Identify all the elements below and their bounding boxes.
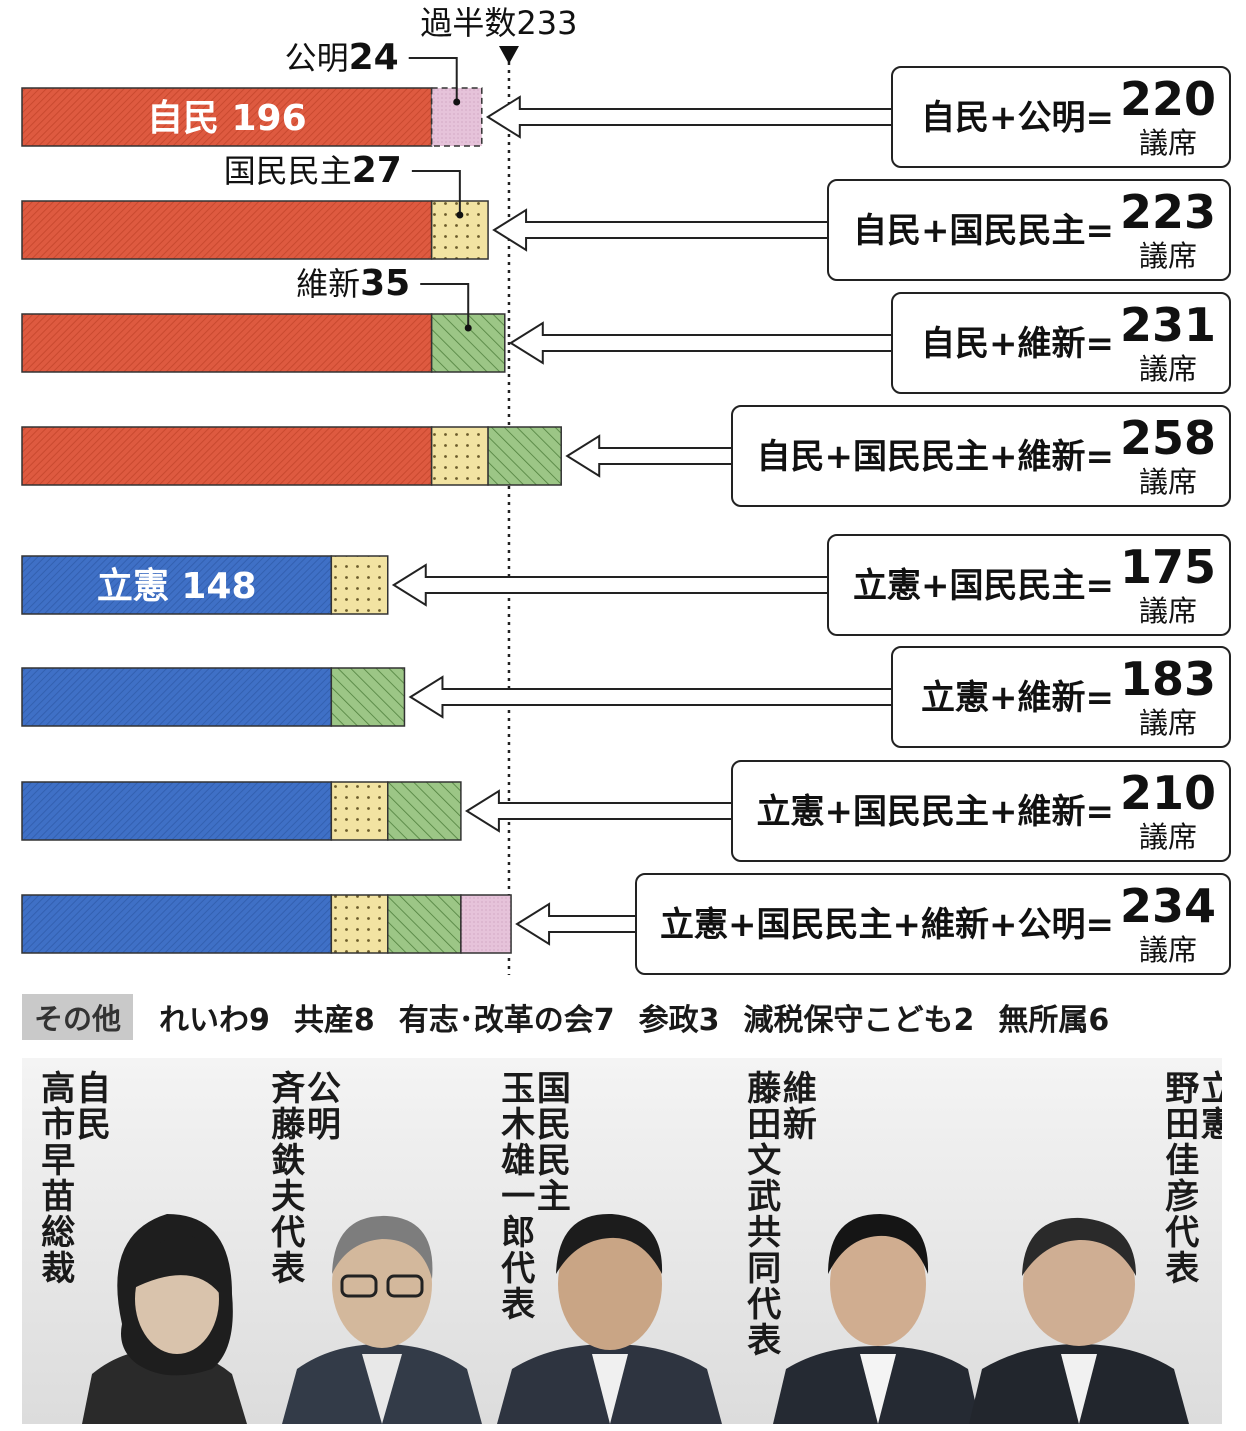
callout-dot [464, 324, 472, 332]
bar-segment [487, 426, 562, 486]
leader-party: 自民 [70, 1070, 111, 1142]
result-total: 183 [1120, 652, 1216, 706]
leader-dpfp: 国民民主 玉木雄一郎代表 [492, 1058, 728, 1424]
result-unit: 議席 [1139, 465, 1197, 499]
result-total: 210 [1120, 766, 1216, 820]
portrait-noda [969, 1217, 1189, 1424]
portrait-takaichi [82, 1214, 247, 1424]
leader-ishin: 維新 藤田文武共同代表 [728, 1058, 980, 1424]
callout-dot [453, 98, 461, 106]
bar-segment [330, 667, 406, 727]
result-unit: 議席 [1139, 706, 1197, 740]
result-formula: 立憲+維新= [921, 678, 1114, 718]
coalition-seat-chart: 過半数233 自民 196 立憲 148 公明24 国民民主27 維新35 自民+公明… [21, 4, 1231, 975]
bar-segment [330, 781, 389, 841]
callout-label: 公明24 [285, 37, 399, 78]
leader-party: 国民民主 [530, 1070, 571, 1214]
callout-label: 国民民主27 [224, 150, 402, 191]
callout-leader [408, 57, 458, 102]
bar-segment [330, 555, 389, 615]
leader-party: 立憲 [1194, 1070, 1222, 1142]
result-arrow [508, 321, 893, 365]
majority-label: 過半数233 [420, 4, 577, 42]
result-unit: 議席 [1139, 126, 1197, 160]
callout-seats: 35 [360, 263, 410, 304]
callout-dot [456, 211, 464, 219]
others-item-yushi: 有志･改革の会7 [398, 1003, 615, 1038]
result-unit: 議席 [1139, 594, 1197, 628]
callout-seats: 27 [352, 150, 402, 191]
others-row: その他 れいわ9 共産8 有志･改革の会7 参政3 減税保守こども2 無所属6 [22, 994, 1242, 1040]
leader-cdp: 立憲 野田佳彦代表 [964, 1058, 1222, 1424]
bar-label: 立憲 148 [97, 566, 257, 607]
result-unit: 議席 [1139, 352, 1197, 386]
leader-party: 公明 [300, 1070, 341, 1142]
result-arrow [492, 208, 829, 252]
result-unit: 議席 [1139, 933, 1197, 967]
others-item-genzei: 減税保守こども2 [743, 1003, 975, 1038]
callout-seats: 24 [349, 37, 399, 78]
result-total: 223 [1120, 185, 1216, 239]
result-total: 234 [1120, 879, 1216, 933]
portrait-tamaki [497, 1213, 722, 1424]
callout-party: 維新 [296, 265, 360, 303]
leader-name-title: 高市早苗総裁 [34, 1070, 75, 1286]
result-formula: 自民+国民民主+維新= [757, 437, 1114, 477]
result-formula: 立憲+国民民主= [853, 566, 1114, 606]
leader-name-title: 斉藤鉄夫代表 [264, 1070, 305, 1286]
result-unit: 議席 [1139, 239, 1197, 273]
bar-segment [387, 781, 462, 841]
callout-leader [411, 170, 461, 215]
bar-segment [430, 426, 489, 486]
others-item-sansei: 参政3 [638, 1003, 720, 1038]
bar-segment [330, 894, 389, 954]
others-item-independent: 無所属6 [998, 1003, 1110, 1038]
portrait-fujita [773, 1214, 980, 1424]
bar-segment [21, 781, 333, 841]
leader-name-title: 藤田文武共同代表 [740, 1070, 781, 1358]
callout-party: 国民民主 [224, 152, 352, 190]
bar-segment [460, 894, 512, 954]
bar-segment [21, 426, 433, 486]
result-unit: 議席 [1139, 820, 1197, 854]
others-label: その他 [22, 994, 134, 1040]
result-arrow [565, 434, 733, 478]
callout-party: 公明 [285, 39, 349, 77]
leader-party: 維新 [776, 1070, 817, 1142]
majority-marker [498, 46, 519, 64]
others-item-kyosan: 共産8 [293, 1003, 375, 1038]
result-arrow [408, 675, 893, 719]
bar-label: 自民 196 [147, 98, 307, 139]
result-formula: 自民+国民民主= [853, 211, 1114, 251]
result-total: 175 [1120, 540, 1216, 594]
bar-segment [21, 555, 333, 615]
result-total: 231 [1120, 298, 1216, 352]
callout-leader [420, 283, 470, 328]
result-arrow [515, 902, 637, 946]
leader-photo-strip: 自民 高市早苗総裁 公明 斉藤鉄夫代表 国民民主 玉木雄一郎代表 [22, 1058, 1222, 1424]
result-formula: 立憲+国民民主+維新+公明= [660, 905, 1114, 945]
result-arrow [465, 789, 733, 833]
others-item-reiwa: れいわ9 [159, 1003, 270, 1038]
result-total: 258 [1120, 411, 1216, 465]
leader-ldp: 自民 高市早苗総裁 [22, 1058, 258, 1424]
bar-segment [21, 894, 333, 954]
bar-segment [21, 667, 333, 727]
leader-name-title: 野田佳彦代表 [1158, 1070, 1199, 1286]
result-arrow [391, 563, 829, 607]
bar-segment [387, 894, 462, 954]
portrait-saito [282, 1215, 482, 1424]
bar-segment [21, 200, 433, 260]
result-arrow [485, 95, 893, 139]
leader-name-title: 玉木雄一郎代表 [494, 1070, 535, 1322]
result-formula: 自民+公明= [921, 98, 1114, 138]
others-list: れいわ9 共産8 有志･改革の会7 参政3 減税保守こども2 無所属6 [159, 995, 1109, 1039]
callout-label: 維新35 [296, 263, 410, 304]
bar-segment [21, 313, 433, 373]
result-formula: 自民+維新= [921, 324, 1114, 364]
leader-komeito: 公明 斉藤鉄夫代表 [262, 1058, 498, 1424]
result-total: 220 [1120, 72, 1216, 126]
result-formula: 立憲+国民民主+維新= [757, 792, 1114, 832]
